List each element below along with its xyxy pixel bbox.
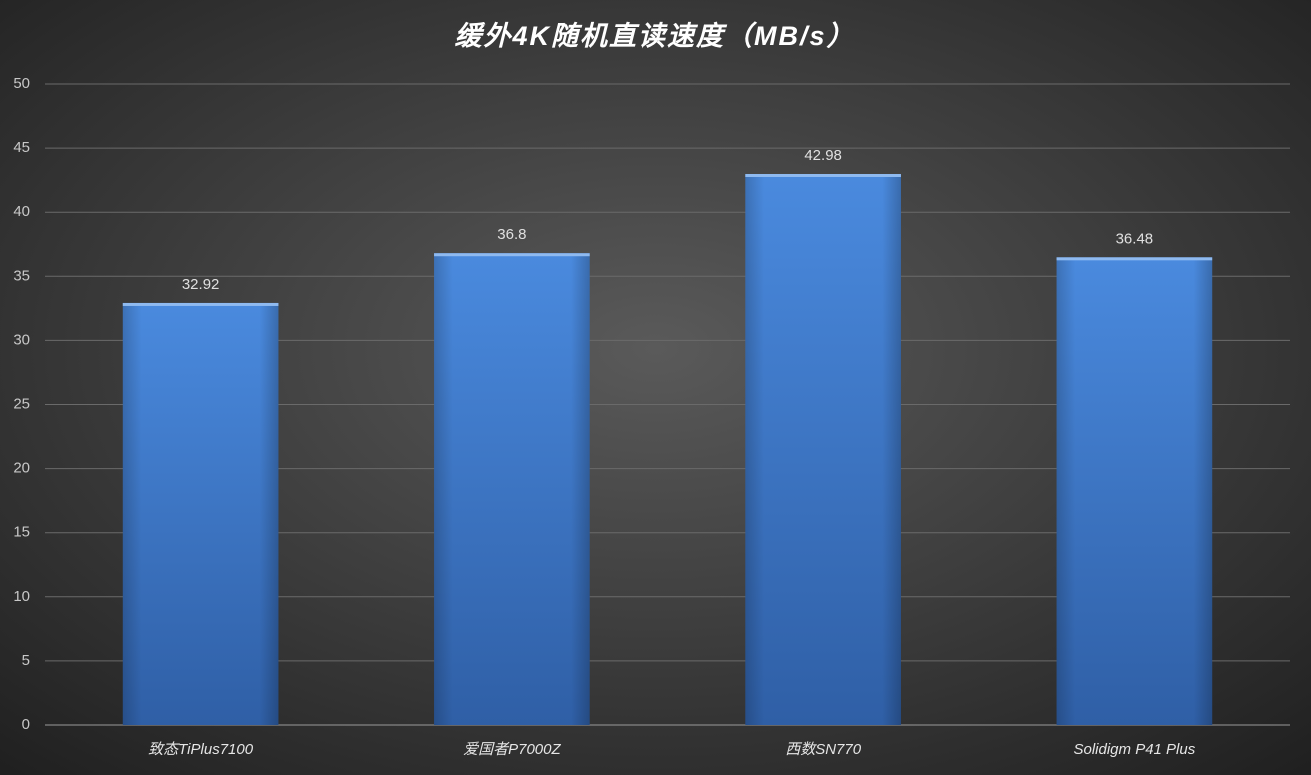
- y-tick-label: 0: [22, 716, 30, 733]
- y-tick-label: 10: [13, 588, 30, 605]
- y-tick-label: 50: [13, 75, 30, 92]
- value-label: 42.98: [804, 147, 842, 164]
- x-tick-label: Solidigm P41 Plus: [1074, 741, 1196, 758]
- bar-highlight: [1056, 257, 1213, 261]
- y-tick-label: 20: [13, 460, 30, 477]
- bar-shade: [1056, 257, 1213, 725]
- y-tick-label: 5: [22, 652, 30, 669]
- value-label: 36.8: [497, 226, 526, 243]
- y-tick-label: 15: [13, 524, 30, 541]
- y-tick-label: 25: [13, 395, 30, 412]
- bar-shade: [122, 302, 279, 725]
- bar-shade: [745, 173, 901, 725]
- bar-highlight: [434, 253, 590, 257]
- value-label: 32.92: [182, 276, 220, 293]
- bar-highlight: [122, 302, 279, 306]
- y-tick-label: 30: [13, 331, 30, 348]
- value-label: 36.48: [1116, 230, 1154, 247]
- bar-highlight: [745, 173, 901, 177]
- x-tick-label: 爱国者P7000Z: [463, 741, 561, 758]
- chart-title: 缓外4K随机直读速度（MB/s）: [454, 21, 855, 51]
- x-tick-label: 西数SN770: [785, 741, 862, 758]
- y-tick-label: 40: [13, 203, 30, 220]
- x-tick-label: 致态TiPlus7100: [148, 741, 254, 758]
- bar-shade: [434, 253, 590, 725]
- y-tick-label: 45: [13, 139, 30, 156]
- y-tick-label: 35: [13, 267, 30, 284]
